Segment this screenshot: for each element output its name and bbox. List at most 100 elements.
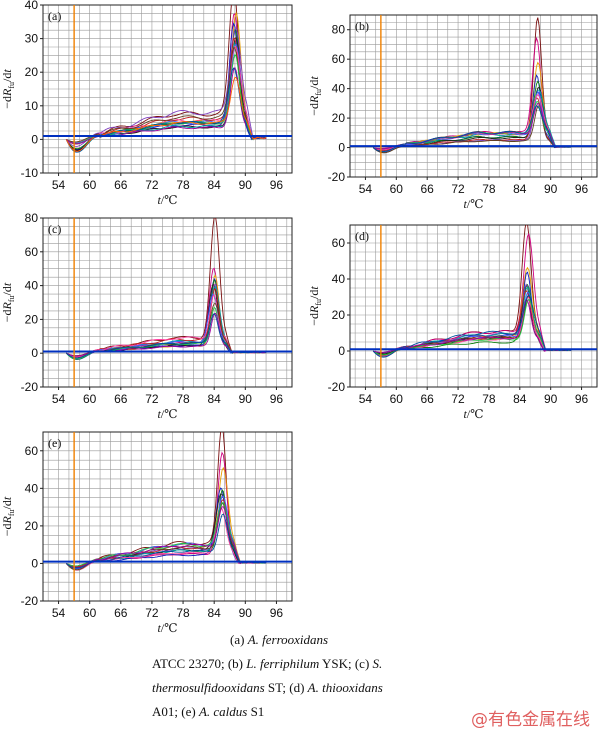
figure-caption: (a) A. ferrooxidans ATCC 23270; (b) L. f…	[0, 628, 600, 728]
y-tick-label: 20	[25, 312, 39, 326]
y-tick-label: 0	[338, 344, 345, 358]
x-tick-label: 78	[482, 182, 496, 196]
panel-label: (a)	[48, 9, 61, 23]
y-tick-label: 40	[332, 272, 346, 286]
y-tick-label: -20	[328, 380, 346, 394]
y-axis-label: −dRfu/dt	[0, 69, 16, 109]
x-tick-label: 54	[359, 392, 373, 406]
melt-curve	[66, 53, 267, 145]
y-tick-label: 80	[332, 23, 346, 37]
x-tick-label: 84	[208, 178, 222, 192]
panel-a: 54 60 66 72 78 84 90 96 -10 0 10 20 30 40 t/℃ −dRfu/dt (…	[0, 0, 293, 207]
y-tick-label: -10	[21, 166, 39, 180]
x-tick-label: 60	[390, 182, 404, 196]
caption-species-c-part2: thermosulfidooxidans	[152, 680, 265, 695]
x-tick-label: 84	[513, 182, 527, 196]
caption-species-c-part1: S.	[372, 656, 383, 671]
melt-curve	[66, 47, 267, 143]
y-tick-label: 20	[25, 519, 39, 533]
y-tick-label: 0	[338, 141, 345, 155]
x-tick-label: 84	[208, 392, 222, 406]
y-tick-label: 60	[25, 245, 39, 259]
x-tick-label: 72	[145, 606, 159, 620]
x-tick-label: 60	[390, 392, 404, 406]
x-tick-label: 60	[83, 178, 97, 192]
y-axis-label: −dRfu/dt	[0, 496, 16, 536]
x-tick-label: 84	[208, 606, 222, 620]
x-tick-label: 66	[114, 178, 128, 192]
curves	[372, 225, 572, 358]
x-axis-label: t/℃	[463, 407, 483, 421]
melt-curve	[66, 303, 267, 357]
x-tick-label: 66	[114, 606, 128, 620]
plot-frame	[349, 224, 598, 388]
x-tick-label: 66	[114, 392, 128, 406]
melt-curve	[66, 283, 267, 357]
y-axis-label: −dRfu/dt	[307, 76, 323, 116]
melt-curve	[66, 218, 267, 359]
x-tick-label: 60	[83, 392, 97, 406]
x-tick-label: 84	[513, 392, 527, 406]
x-tick-label: 72	[451, 392, 465, 406]
x-tick-label: 90	[544, 392, 558, 406]
x-tick-label: 54	[359, 182, 373, 196]
watermark: @有色金属在线	[471, 710, 590, 730]
caption-strain-c: ST; (d)	[264, 680, 308, 695]
y-tick-label: -20	[21, 380, 39, 394]
plot-frame	[349, 14, 598, 178]
panel-label: (e)	[48, 436, 61, 450]
caption-strain-e: S1	[247, 704, 265, 719]
y-tick-label: 40	[25, 481, 39, 495]
x-tick-label: 96	[575, 182, 589, 196]
melt-curve	[372, 294, 572, 358]
x-tick-label: 90	[544, 182, 558, 196]
y-tick-label: 10	[25, 99, 39, 113]
x-tick-label: 78	[176, 392, 190, 406]
x-tick-label: 54	[52, 178, 66, 192]
y-tick-label: 0	[31, 346, 38, 360]
x-tick-label: 96	[270, 178, 284, 192]
y-tick-label: 60	[25, 444, 39, 458]
caption-strain-d: A01; (e)	[152, 704, 199, 719]
curves	[65, 432, 267, 571]
x-axis-label: t/℃	[463, 197, 483, 211]
melt-curve	[373, 298, 572, 353]
melt-curve	[372, 105, 572, 153]
y-tick-label: 20	[332, 308, 346, 322]
caption-strain-b: YSK; (c)	[319, 656, 373, 671]
y-axis-label: −dRfu/dt	[0, 282, 16, 322]
y-tick-label: -20	[21, 594, 39, 608]
melt-curve	[66, 294, 267, 358]
x-tick-label: 54	[52, 392, 66, 406]
x-tick-label: 78	[482, 392, 496, 406]
x-tick-label: 78	[176, 606, 190, 620]
y-tick-label: -20	[328, 170, 346, 184]
y-tick-label: 20	[332, 111, 346, 125]
curves	[65, 218, 267, 360]
x-tick-label: 78	[176, 178, 190, 192]
y-tick-label: 20	[25, 65, 39, 79]
caption-species-e: A. caldus	[198, 704, 248, 719]
panel-d: 54 60 66 72 78 84 90 96 -20 0 20 40 60 t/℃ −dRfu/dt (d)	[307, 224, 598, 421]
caption-species-b: L. ferriphilum	[246, 656, 320, 671]
plot-frame	[42, 217, 293, 388]
panel-c: 54 60 66 72 78 84 90 96 -20 0 20 40 60 80 t/℃ −dRfu/dt (…	[0, 211, 293, 421]
y-tick-label: 0	[31, 556, 38, 570]
x-axis-label: t/℃	[157, 407, 177, 421]
y-tick-label: 40	[25, 279, 39, 293]
melt-curve	[66, 506, 267, 569]
x-tick-label: 60	[83, 606, 97, 620]
curves	[372, 17, 572, 154]
y-tick-label: 60	[332, 236, 346, 250]
x-tick-label: 90	[239, 392, 253, 406]
y-tick-label: 60	[332, 52, 346, 66]
curves	[65, 5, 267, 153]
caption-strain-a: ATCC 23270; (b)	[152, 656, 247, 671]
panel-b: 54 60 66 72 78 84 90 96 -20 0 20 40 60 80 t/℃ −dRfu/dt (…	[307, 14, 598, 211]
melt-curve	[373, 36, 572, 149]
panel-e: 54 60 66 72 78 84 90 96 -20 0 20 40 60 t/℃ −dRfu/dt (e)	[0, 431, 293, 635]
x-axis-label: t/℃	[157, 193, 177, 207]
y-tick-label: 40	[25, 0, 39, 12]
x-axis-label: t/℃	[157, 621, 177, 635]
